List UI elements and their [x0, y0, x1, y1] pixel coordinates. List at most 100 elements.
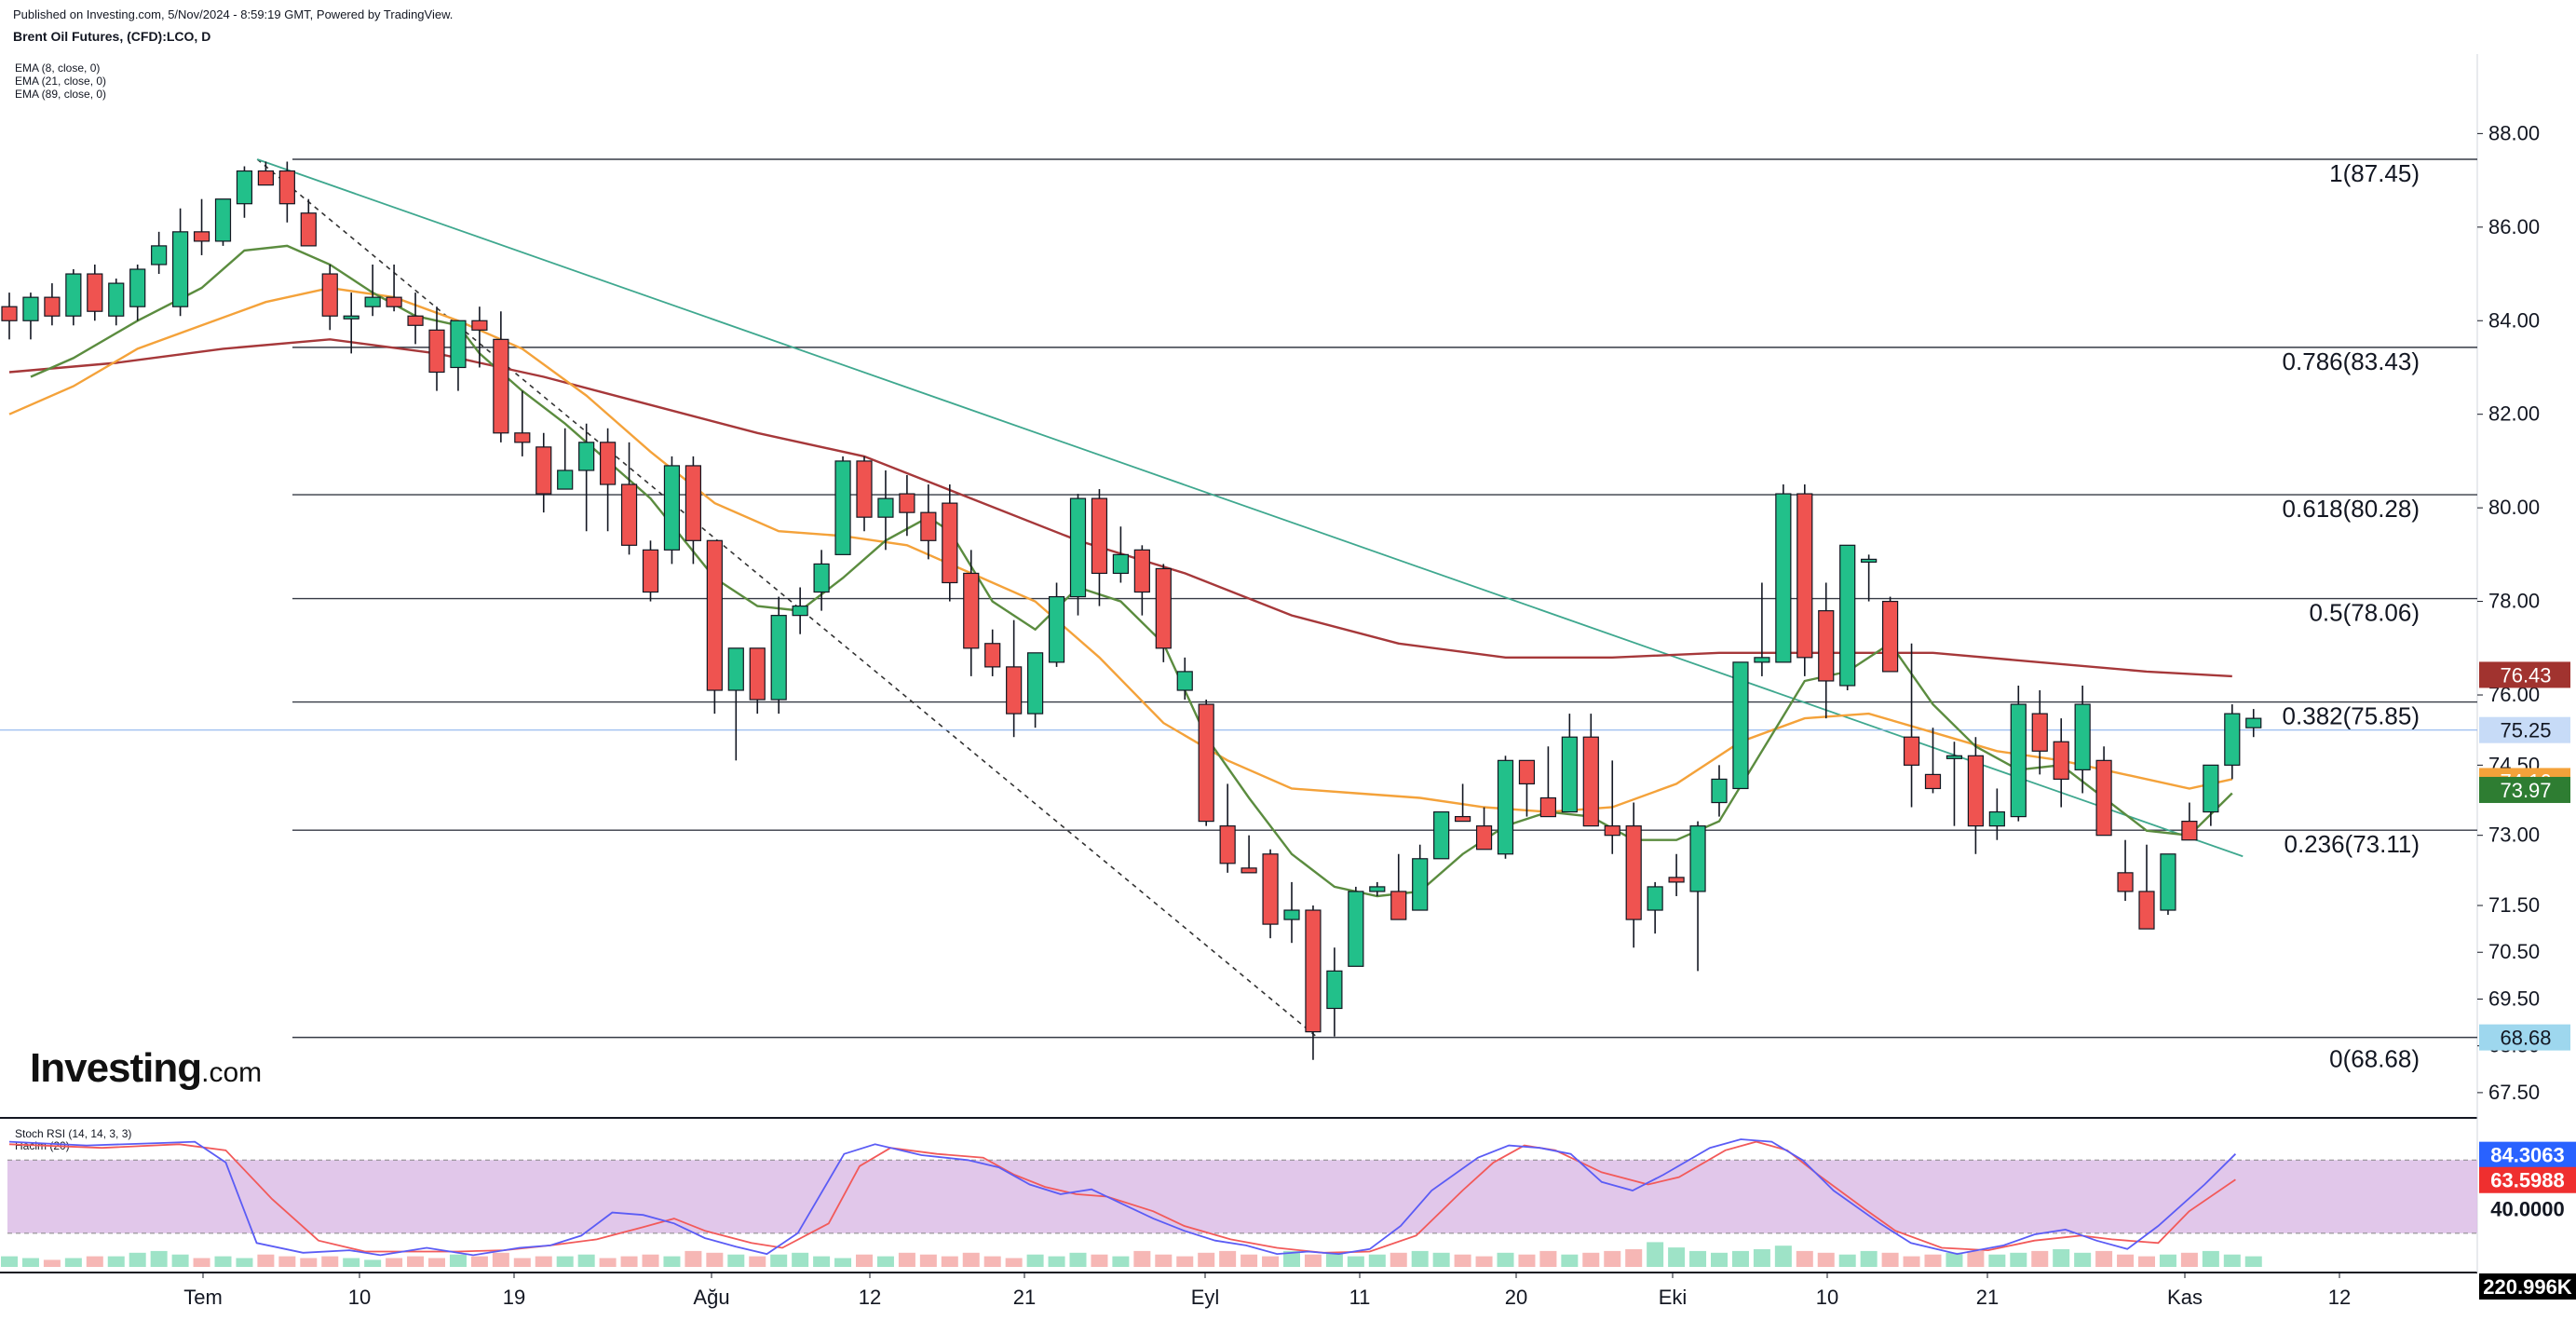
- candle-up: [1048, 595, 1065, 663]
- candle-down: [1241, 867, 1257, 874]
- stoch-band: [7, 1160, 2477, 1233]
- volume-bar-down: [386, 1258, 403, 1267]
- volume-bar-down: [898, 1252, 915, 1267]
- candle-down: [514, 432, 531, 443]
- candle-down: [620, 483, 638, 546]
- candle-down: [1518, 759, 1536, 785]
- y-tick-label: 86.00: [2488, 215, 2540, 238]
- volume-bar-down: [685, 1250, 702, 1267]
- candle-down: [1305, 909, 1322, 1033]
- candle-up: [877, 497, 894, 518]
- volume-bar-down: [321, 1256, 339, 1267]
- candle-down: [257, 170, 274, 186]
- volume-bar-down: [1390, 1252, 1407, 1267]
- ema89-legend: EMA (89, close, 0): [15, 88, 107, 101]
- candle-down: [428, 329, 445, 374]
- candle-up: [108, 282, 125, 317]
- candle-up: [1348, 891, 1364, 967]
- fib-label: 1(87.45): [2329, 159, 2420, 187]
- fib-label: 0(68.68): [2329, 1045, 2420, 1073]
- x-tick-label: 21: [1013, 1286, 1036, 1309]
- candle-up: [1839, 544, 1856, 687]
- volume-bar-down: [300, 1258, 318, 1267]
- price-tag: [2479, 716, 2570, 743]
- ema21-line: [8, 286, 2233, 813]
- candle-up: [1069, 497, 1087, 598]
- volume-bar-down: [1967, 1250, 1985, 1267]
- volume-bar-up: [150, 1250, 168, 1267]
- candle-down: [1881, 600, 1899, 673]
- y-tick-label: 70.50: [2488, 940, 2540, 963]
- candle-up: [214, 198, 232, 242]
- candle-down: [471, 320, 488, 331]
- candle-up: [1112, 553, 1130, 575]
- volume-bar-up: [236, 1258, 253, 1267]
- price-tag-label: 68.68: [2500, 1027, 2551, 1050]
- candle-down: [278, 170, 295, 205]
- fib-label: 0.382(75.85): [2283, 702, 2420, 730]
- volume-bar-down: [1881, 1252, 1899, 1267]
- candle-up: [1647, 886, 1663, 911]
- volume-bar-down: [620, 1256, 638, 1267]
- fib-label: 0.236(73.11): [2284, 830, 2420, 858]
- candle-down: [2095, 759, 2112, 837]
- candle-up: [151, 245, 168, 265]
- volume-bar-down: [1155, 1254, 1173, 1267]
- candle-up: [1732, 661, 1749, 790]
- candle-down: [1539, 796, 1557, 818]
- volume-bar-up: [107, 1256, 125, 1267]
- volume-bar-down: [1005, 1258, 1023, 1267]
- candle-up: [65, 273, 82, 317]
- volume-bar-up: [1497, 1252, 1514, 1267]
- volume-bar-up: [792, 1252, 809, 1267]
- volume-bar-down: [257, 1254, 275, 1267]
- candle-up: [1561, 736, 1578, 813]
- volume-bar-down: [492, 1252, 509, 1267]
- volume-bar-down: [470, 1256, 488, 1267]
- candle-down: [856, 460, 873, 518]
- ema8-legend: EMA (8, close, 0): [15, 61, 101, 75]
- candle-down: [706, 539, 723, 691]
- candle-down: [2031, 713, 2048, 752]
- volume-bar-down: [1796, 1250, 1813, 1267]
- candle-up: [663, 465, 681, 551]
- x-tick-label: 19: [503, 1286, 525, 1309]
- volume-bar-up: [1689, 1250, 1707, 1267]
- volume-bar-down: [278, 1256, 296, 1267]
- volume-bar-down: [513, 1258, 531, 1267]
- volume-bar-down: [2138, 1256, 2155, 1267]
- volume-bar-down: [1241, 1254, 1258, 1267]
- volume-bar-up: [449, 1254, 467, 1267]
- candle-down: [984, 643, 1001, 668]
- volume-bar-up: [1112, 1256, 1130, 1267]
- volume-bar-up: [1347, 1256, 1364, 1267]
- osc-tag-label: 220.996K: [2483, 1275, 2572, 1299]
- stoch-rsi-legend: Stoch RSI (14, 14, 3, 3): [15, 1127, 132, 1140]
- volume-bar-up: [1753, 1249, 1770, 1267]
- osc-tag-label: 63.5988: [2490, 1169, 2565, 1192]
- y-tick-label: 84.00: [2488, 308, 2540, 332]
- volume-bar-up: [1325, 1252, 1343, 1267]
- x-tick-label: Eki: [1659, 1286, 1688, 1309]
- fib-label: 0.5(78.06): [2309, 599, 2420, 627]
- published-caption: Published on Investing.com, 5/Nov/2024 -…: [13, 7, 454, 21]
- candle-up: [1176, 671, 1193, 691]
- candle-up: [343, 315, 359, 320]
- volume-bar-up: [1838, 1254, 1856, 1267]
- x-tick-label: 11: [1349, 1286, 1371, 1309]
- candle-down: [1796, 493, 1813, 659]
- candle-down: [1, 306, 18, 321]
- ema21-legend: EMA (21, close, 0): [15, 75, 107, 88]
- x-tick-label: 12: [859, 1286, 881, 1309]
- candle-up: [1946, 755, 1963, 759]
- x-tick-label: 20: [1505, 1286, 1527, 1309]
- candle-down: [536, 446, 552, 495]
- candle-up: [1754, 657, 1770, 663]
- candle-up: [236, 170, 253, 205]
- volume-bar-up: [171, 1254, 189, 1267]
- candle-up: [1326, 970, 1343, 1010]
- volume-bar-down: [983, 1256, 1001, 1267]
- volume-bar-down: [1304, 1254, 1322, 1267]
